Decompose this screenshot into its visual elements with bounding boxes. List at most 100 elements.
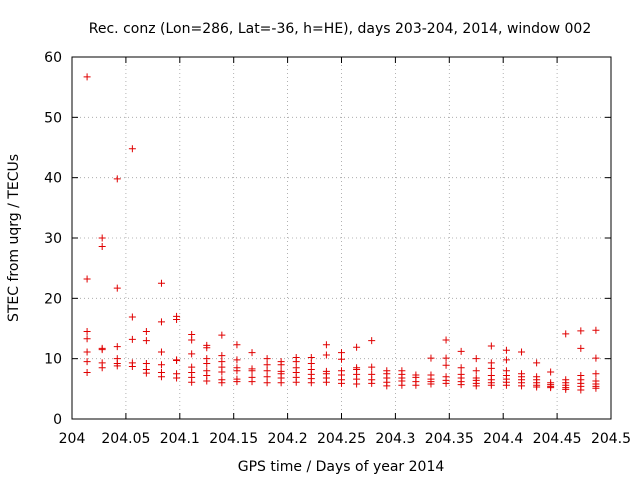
data-point: [233, 356, 241, 364]
data-point: [173, 374, 181, 382]
data-points: [83, 73, 600, 394]
data-point: [577, 386, 585, 394]
chart-title: Rec. conz (Lon=286, Lat=-36, h=HE), days…: [89, 21, 591, 37]
data-point: [233, 367, 241, 375]
data-point: [83, 335, 91, 343]
data-point: [338, 355, 345, 363]
data-point: [128, 313, 136, 321]
x-tick-label: 204.15: [209, 431, 258, 447]
x-tick-label: 204.05: [101, 431, 150, 447]
data-point: [592, 326, 600, 334]
data-point: [83, 369, 91, 377]
data-point: [157, 361, 165, 369]
grid-lines: [72, 57, 611, 419]
data-point: [218, 379, 226, 387]
data-point: [83, 275, 91, 283]
data-point: [442, 361, 450, 369]
data-point: [502, 346, 510, 354]
data-point: [113, 284, 121, 292]
y-tick-label: 50: [44, 110, 62, 126]
data-point: [142, 328, 150, 336]
data-point: [427, 380, 435, 388]
data-point: [263, 367, 271, 375]
y-axis-label: STEC from uqrg / TECUs: [6, 154, 22, 322]
data-point: [383, 382, 391, 390]
data-point: [472, 382, 480, 390]
data-point: [577, 344, 585, 352]
data-point: [188, 336, 196, 344]
data-point: [338, 349, 345, 357]
data-point: [472, 355, 480, 363]
x-tick-label: 204.3: [375, 431, 415, 447]
data-point: [592, 384, 600, 392]
data-point: [353, 343, 361, 351]
y-tick-label: 10: [44, 352, 62, 368]
data-point: [263, 361, 271, 369]
data-point: [142, 337, 150, 345]
data-point: [322, 378, 330, 386]
y-tick-label: 20: [44, 291, 62, 307]
data-point: [113, 362, 121, 370]
x-tick-label: 204.35: [425, 431, 474, 447]
data-point: [142, 369, 150, 377]
data-point: [203, 344, 211, 352]
x-tick-labels: 204 204.05 204.1 204.15 204.2 204.25 204.3 204.…: [59, 431, 631, 447]
x-tick-label: 204.45: [533, 431, 582, 447]
data-point: [128, 145, 136, 153]
data-point: [263, 355, 271, 363]
data-point: [263, 373, 271, 381]
data-point: [188, 378, 196, 386]
data-point: [577, 327, 585, 335]
data-point: [427, 354, 435, 362]
data-point: [487, 364, 495, 372]
data-point: [218, 368, 226, 376]
x-tick-label: 204.2: [268, 431, 308, 447]
data-point: [533, 383, 541, 391]
data-point: [307, 353, 315, 361]
data-point: [203, 359, 211, 367]
data-point: [307, 379, 315, 387]
data-point: [173, 356, 181, 364]
data-point: [218, 331, 226, 339]
data-point: [472, 367, 480, 375]
y-tick-label: 0: [53, 412, 62, 428]
data-point: [292, 358, 300, 366]
data-point: [412, 381, 420, 389]
data-point: [188, 350, 196, 358]
data-point: [277, 379, 285, 387]
data-point: [83, 358, 91, 366]
data-point: [157, 348, 165, 356]
data-point: [113, 175, 121, 183]
x-tick-label: 204.5: [591, 431, 631, 447]
x-tick-label: 204.1: [160, 431, 200, 447]
data-point: [128, 363, 136, 371]
data-point: [307, 359, 315, 367]
data-point: [263, 379, 271, 387]
data-point: [547, 368, 555, 376]
data-point: [83, 348, 91, 356]
data-point: [562, 385, 570, 393]
y-tick-label: 40: [44, 171, 62, 187]
data-point: [157, 279, 165, 287]
data-point: [368, 363, 376, 371]
data-point: [83, 328, 91, 336]
data-point: [457, 381, 465, 389]
x-axis-label: GPS time / Days of year 2014: [238, 459, 445, 475]
data-point: [98, 242, 106, 250]
data-point: [98, 346, 106, 354]
data-point: [547, 384, 555, 392]
plot-frame: [71, 56, 612, 420]
axis-ticks: [71, 56, 612, 420]
data-point: [157, 373, 165, 381]
data-point: [173, 315, 181, 323]
data-point: [338, 379, 345, 387]
data-point: [248, 349, 256, 357]
x-tick-label: 204.4: [483, 431, 523, 447]
y-tick-labels: 0 10 20 30 40 50 60: [44, 50, 62, 428]
data-point: [442, 354, 450, 362]
data-point: [248, 378, 256, 386]
data-point: [322, 341, 330, 349]
data-point: [442, 379, 450, 387]
data-point: [368, 337, 376, 345]
